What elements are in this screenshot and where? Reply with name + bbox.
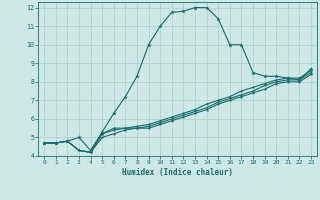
X-axis label: Humidex (Indice chaleur): Humidex (Indice chaleur) [122,168,233,177]
